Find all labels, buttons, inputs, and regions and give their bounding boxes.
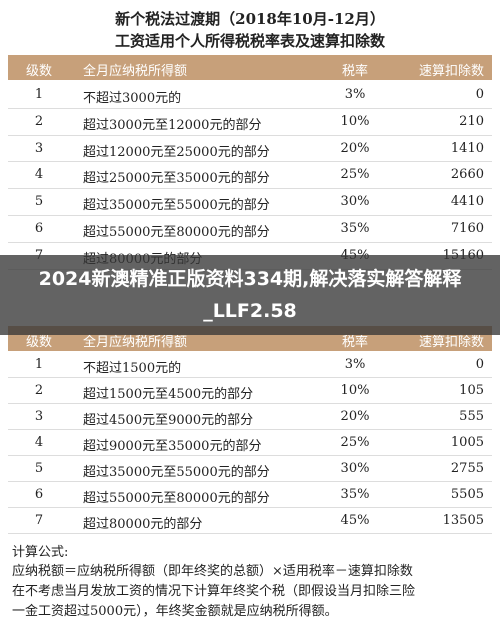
table-cell: 超过1500元至4500元的部分 [83,387,254,402]
header-cell: 速算扣除数 [418,335,484,350]
table-cell: 0 [475,87,484,102]
table-cell: 105 [459,383,484,398]
table-row: 2 超过3000元至12000元的部分 10% 210 [8,109,492,136]
table-cell: 7160 [450,221,484,236]
table-cell: 超过80000元的部分 [83,517,203,532]
table-cell: 30% [340,194,370,210]
table-row: 5 超过35000元至55000元的部分 30% 2755 [8,456,492,482]
banner-text: 2024新澳精准正版资料334期,解决落实解答解释_LLF2.58 [38,268,462,322]
table-cell: 5 [34,461,44,476]
title-line: 工资适用个人所得税税率表及速算扣除数 [114,32,385,50]
table-cell: 1005 [450,435,484,450]
table-cell: 30% [340,461,370,476]
table-header: 级数 全月应纳税所得额 税率 速算扣除数 [8,55,492,80]
table-cell: 35% [340,487,370,502]
table-cell: 4 [34,435,44,450]
table-cell: 1 [34,357,44,372]
table-row: 1 不超过1500元的 3% 0 [8,352,492,378]
table-cell: 不超过3000元的 [83,91,182,106]
table-row: 6 超过55000元至80000元的部分 35% 5505 [8,482,492,508]
table-cell: 25% [340,435,370,450]
footer-line: 在不考虑当月发放工资的情况下计算年终奖个税（即假设当月扣除三险 [12,584,416,599]
table-cell: 4 [34,167,44,183]
table-cell: 1410 [450,140,484,156]
table-cell: 45% [340,513,370,528]
table-cell: 35% [340,221,370,236]
table-row: 7 超过80000元的部分 45% 13505 [8,508,492,534]
table-cell: 2 [34,383,44,398]
table-row: 1 不超过3000元的 3% 0 [8,82,492,109]
table-cell: 超过3000元至12000元的部分 [83,117,262,133]
header-cell: 全月应纳税所得额 [83,335,188,350]
table-cell: 超过35000元至55000元的部分 [83,198,270,214]
table-row: 6 超过55000元至80000元的部分 35% 7160 [8,216,492,243]
table-row: 4 超过9000元至35000元的部分 25% 1005 [8,430,492,456]
table-cell: 210 [459,113,484,129]
table-row: 3 超过12000元至25000元的部分 20% 1410 [8,136,492,163]
footer-heading: 计算公式: [12,545,69,560]
title-line: 新个税法过渡期（2018年10月-12月） [115,10,385,28]
table-cell: 超过55000元至80000元的部分 [83,225,270,240]
table-cell: 超过4500元至9000元的部分 [83,413,254,428]
table-cell: 20% [340,409,370,424]
footer-line: 应纳税额＝应纳税所得额（即年终奖的总额）×适用税率－速算扣除数 [12,564,413,579]
table-cell: 超过9000元至35000元的部分 [83,439,262,454]
table-cell: 25% [340,167,370,183]
header-cell: 全月应纳税所得额 [83,64,188,79]
table-row: 4 超过25000元至35000元的部分 25% 2660 [8,162,492,190]
header-cell: 税率 [341,335,368,350]
table-cell: 1 [34,87,44,102]
table-cell: 10% [340,383,370,398]
header-cell: 税率 [341,64,368,79]
table-cell: 6 [34,487,44,502]
table-cell: 超过35000元至55000元的部分 [83,465,270,480]
table-cell: 555 [459,409,484,424]
table-cell: 超过25000元至35000元的部分 [83,171,270,187]
table-cell: 不超过1500元的 [83,361,182,376]
header-cell: 速算扣除数 [418,64,484,79]
footer-line: 一金工资超过5000元），年终奖金额就是应纳税所得额。 [12,604,338,619]
table-cell: 10% [340,113,370,129]
table-cell: 3% [344,87,366,102]
table-row: 5 超过35000元至55000元的部分 30% 4410 [8,189,492,216]
table-row: 3 超过4500元至9000元的部分 20% 555 [8,404,492,430]
table-cell: 5505 [450,487,484,502]
table-row: 2 超过1500元至4500元的部分 10% 105 [8,378,492,404]
table-cell: 超过55000元至80000元的部分 [83,491,270,506]
table-cell: 3 [34,140,44,156]
header-cell: 级数 [25,64,52,79]
table-cell: 超过12000元至25000元的部分 [83,144,270,160]
banner: 2024新澳精准正版资料334期,解决落实解答解释_LLF2.58 [0,255,500,335]
table-cell: 20% [340,140,370,156]
table-cell: 2 [34,113,44,129]
table-cell: 7 [34,513,44,528]
table-cell: 2755 [450,461,484,476]
header-cell: 级数 [25,335,52,350]
table-cell: 13505 [442,513,484,528]
table-cell: 4410 [450,194,484,210]
table-cell: 3 [34,409,44,424]
table-cell: 0 [475,357,484,372]
table-cell: 6 [34,221,44,236]
table-cell: 3% [344,357,366,372]
table-cell: 5 [34,194,44,210]
table-cell: 2660 [450,167,484,183]
